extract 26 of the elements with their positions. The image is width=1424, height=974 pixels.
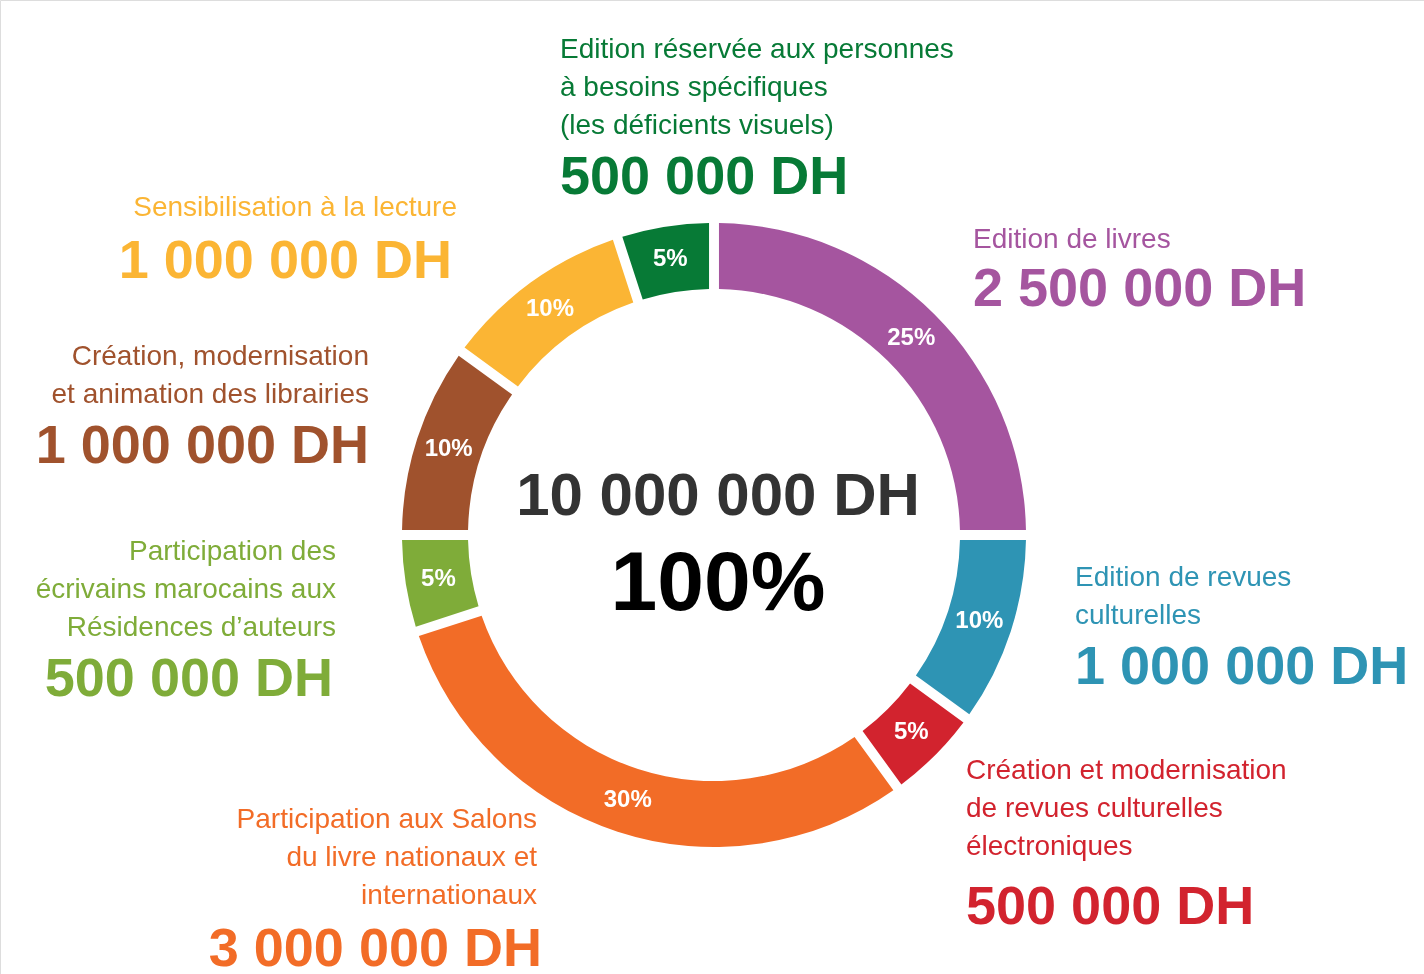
data-label: 30% xyxy=(603,785,652,813)
text: 1 000 000 DH xyxy=(118,229,452,289)
slice-label: Création, modernisation et animation des librairies xyxy=(51,340,369,409)
slice-label: Edition réservée aux personnes à besoins spécifiques (les déficients visuels) xyxy=(560,33,954,140)
slice-label: Edition de revues culturelles xyxy=(1075,561,1292,630)
text: 3 000 000 DH xyxy=(208,917,542,974)
data-label: 5% xyxy=(653,244,688,272)
slice-label: Sensibilisation à la lecture xyxy=(133,191,457,222)
slice-label: Participation des écrivains marocains aux Résidences d’auteurs xyxy=(35,535,336,642)
data-label: 25% xyxy=(887,322,936,350)
text: 500 000 DH xyxy=(560,145,849,205)
data-label: 5% xyxy=(421,563,456,591)
text: 100% xyxy=(610,534,826,628)
text: 1 000 000 DH xyxy=(35,414,369,474)
data-label: 10% xyxy=(525,294,575,322)
text: 10 000 000 DH xyxy=(516,461,920,528)
data-label: 5% xyxy=(893,717,929,745)
slice-label: Création et modernisation de revues culturelles électroniques xyxy=(966,754,1287,861)
text: 500 000 DH xyxy=(44,647,333,707)
data-label: 10% xyxy=(955,606,1004,634)
slice-label: Edition de livres xyxy=(973,223,1171,254)
data-label: 10% xyxy=(424,433,473,461)
slice-label: Participation aux Salons du livre nationaux et internationaux xyxy=(236,803,538,910)
text: 2 500 000 DH xyxy=(973,257,1307,317)
text: 500 000 DH xyxy=(966,875,1255,935)
text: 1 000 000 DH xyxy=(1075,635,1409,695)
